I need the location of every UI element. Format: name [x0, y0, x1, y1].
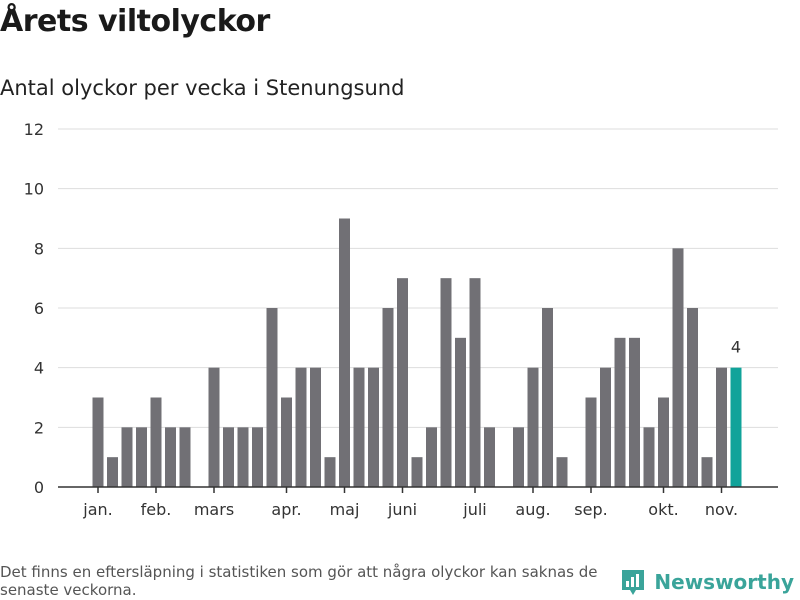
- x-tick-label: mars: [194, 500, 234, 519]
- bar[interactable]: [600, 367, 611, 487]
- bar[interactable]: [484, 427, 495, 487]
- chart-title: Årets viltolyckor: [0, 4, 270, 39]
- highlight-bar[interactable]: [730, 367, 742, 487]
- bar[interactable]: [121, 427, 133, 487]
- bar[interactable]: [426, 427, 437, 487]
- bar[interactable]: [353, 367, 365, 487]
- bar[interactable]: [411, 457, 423, 487]
- data-label: 4: [731, 338, 741, 357]
- bar[interactable]: [136, 427, 147, 487]
- y-tick-label: 4: [34, 359, 44, 378]
- x-tick-label: nov.: [705, 500, 738, 519]
- chart-subtitle: Antal olyckor per vecka i Stenungsund: [0, 76, 405, 100]
- bar[interactable]: [165, 427, 176, 487]
- bar[interactable]: [614, 337, 626, 487]
- x-tick-label: apr.: [271, 500, 301, 519]
- bar[interactable]: [643, 427, 655, 487]
- bar[interactable]: [455, 337, 466, 487]
- x-tick-label: maj: [330, 500, 360, 519]
- bar[interactable]: [368, 367, 379, 487]
- bar[interactable]: [324, 457, 336, 487]
- bar[interactable]: [716, 367, 727, 487]
- bar-chart: 0 2 4 6 8 10 12 4 jan. feb. mars apr. maj juni juli aug…: [24, 120, 778, 519]
- y-tick-label: 0: [34, 478, 44, 497]
- bar[interactable]: [237, 427, 249, 487]
- bar[interactable]: [208, 367, 220, 487]
- bar[interactable]: [281, 397, 292, 488]
- y-tick-label: 10: [24, 180, 44, 199]
- newsworthy-logo-icon: [622, 570, 645, 595]
- bar[interactable]: [440, 278, 452, 487]
- bar[interactable]: [223, 427, 234, 487]
- y-tick-label: 6: [34, 299, 44, 318]
- x-tick-label: jan.: [82, 500, 112, 519]
- bar[interactable]: [527, 367, 539, 487]
- bar[interactable]: [150, 397, 162, 488]
- y-tick-label: 12: [24, 120, 44, 139]
- bar[interactable]: [266, 308, 278, 487]
- bar[interactable]: [687, 308, 698, 487]
- bar[interactable]: [513, 427, 524, 487]
- bar[interactable]: [585, 397, 597, 488]
- bar[interactable]: [397, 278, 408, 487]
- bar[interactable]: [179, 427, 191, 487]
- bar[interactable]: [107, 457, 118, 487]
- x-tick-label: okt.: [648, 500, 678, 519]
- bar[interactable]: [310, 367, 321, 487]
- bar[interactable]: [469, 278, 481, 487]
- bar[interactable]: [252, 427, 263, 487]
- bar[interactable]: [382, 308, 394, 487]
- y-tick-label: 8: [34, 239, 44, 258]
- y-tick-label: 2: [34, 418, 44, 437]
- bar[interactable]: [672, 248, 684, 487]
- bar[interactable]: [295, 367, 307, 487]
- bar[interactable]: [556, 457, 568, 487]
- x-tick-label: aug.: [515, 500, 550, 519]
- bar[interactable]: [658, 397, 669, 488]
- x-tick-label: juni: [387, 500, 417, 519]
- x-tick-label: feb.: [141, 500, 172, 519]
- bar[interactable]: [701, 457, 713, 487]
- bar[interactable]: [92, 397, 104, 488]
- bar[interactable]: [542, 308, 553, 487]
- x-tick-label: sep.: [574, 500, 607, 519]
- bar[interactable]: [339, 218, 350, 488]
- brand-name: Newsworthy: [654, 570, 794, 594]
- x-tick-label: juli: [462, 500, 486, 519]
- footnote: Det finns en eftersläpning i statistiken…: [0, 563, 598, 599]
- brand-logo[interactable]: Newsworthy: [620, 568, 794, 596]
- bar[interactable]: [629, 337, 640, 487]
